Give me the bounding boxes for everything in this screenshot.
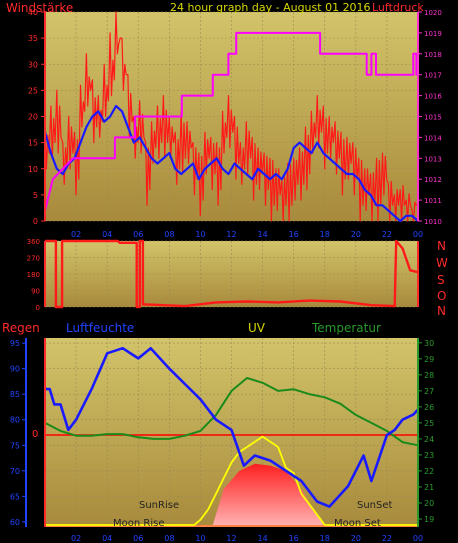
climate-x-tick: 18	[320, 534, 330, 543]
climate-x-tick: 10	[195, 534, 205, 543]
compass-n-bottom: N	[437, 304, 446, 318]
wind-x-tick: 08	[164, 230, 174, 239]
humidity-y-tick: 85	[10, 390, 20, 399]
temperature-label: Temperatur	[312, 321, 381, 335]
rain-zero-label: 0	[32, 429, 39, 440]
pressure-y-tick: 1013	[424, 155, 442, 163]
humidity-line	[45, 346, 419, 508]
moonrise-label: Moon Rise	[113, 518, 165, 529]
wind-y-tick: 40	[28, 8, 38, 17]
temperature-y-tick: 26	[424, 403, 434, 412]
moonset-label: Moon Set	[334, 518, 381, 529]
compass-s: S	[437, 273, 445, 287]
pressure-y-tick: 1017	[424, 72, 442, 80]
wind-average-line	[43, 104, 419, 223]
pressure-y-tick: 1016	[424, 93, 442, 101]
direction-y-tick: 360	[27, 238, 40, 246]
wind-y-tick: 0	[33, 217, 38, 226]
direction-y-tick: 0	[36, 304, 40, 312]
wind-x-tick: 00	[413, 230, 423, 239]
uv-line	[45, 435, 418, 526]
temperature-y-tick: 27	[424, 387, 434, 396]
wind-y-tick: 10	[28, 165, 38, 174]
temperature-y-tick: 23	[424, 451, 434, 460]
wind-x-tick: 20	[351, 230, 361, 239]
pressure-y-tick: 1019	[424, 30, 442, 38]
compass-w: W	[436, 256, 448, 270]
sunset-label: SunSet	[357, 500, 393, 511]
temperature-y-tick: 21	[424, 483, 434, 492]
direction-y-tick: 270	[27, 255, 40, 263]
humidity-y-tick: 60	[10, 518, 20, 527]
wind-y-tick: 25	[28, 86, 38, 95]
wind-x-tick: 02	[71, 230, 81, 239]
wind-x-tick: 04	[102, 230, 112, 239]
temperature-y-tick: 29	[424, 355, 434, 364]
humidity-y-tick: 80	[10, 416, 20, 425]
humidity-y-tick: 65	[10, 492, 20, 501]
temperature-y-tick: 20	[424, 499, 434, 508]
wind-y-tick: 5	[33, 191, 38, 200]
humidity-label: Luftfeuchte	[66, 321, 135, 335]
temperature-y-tick: 28	[424, 371, 434, 380]
compass-n-top: N	[437, 239, 446, 253]
wind-x-tick: 22	[382, 230, 392, 239]
wind-y-tick: 30	[28, 60, 38, 69]
rain-label: Regen	[2, 321, 40, 335]
climate-x-tick: 22	[382, 534, 392, 543]
climate-x-tick: 12	[226, 534, 236, 543]
humidity-y-tick: 95	[10, 339, 20, 348]
wind-x-tick: 18	[320, 230, 330, 239]
wind-strength-label: Windstärke	[6, 1, 74, 15]
climate-x-tick: 08	[164, 534, 174, 543]
temperature-line	[44, 377, 419, 447]
page-title: 24 hour graph day - August 01 2016	[170, 1, 371, 14]
climate-x-tick: 02	[71, 534, 81, 543]
pressure-y-tick: 1015	[424, 114, 442, 122]
sun-area	[212, 463, 325, 525]
pressure-y-tick: 1011	[424, 197, 442, 205]
pressure-line	[44, 31, 418, 211]
temperature-y-tick: 25	[424, 419, 434, 428]
wind-x-tick: 14	[257, 230, 267, 239]
climate-x-tick: 20	[351, 534, 361, 543]
wind-x-tick: 16	[289, 230, 299, 239]
climate-x-tick: 00	[413, 534, 423, 543]
direction-y-tick: 180	[27, 271, 40, 279]
humidity-y-tick: 75	[10, 441, 20, 450]
wind-x-tick: 12	[226, 230, 236, 239]
uv-label: UV	[248, 321, 265, 335]
climate-x-tick: 06	[133, 534, 143, 543]
climate-x-tick: 04	[102, 534, 112, 543]
pressure-y-tick: 1018	[424, 51, 442, 59]
climate-x-tick: 14	[257, 534, 267, 543]
wind-y-tick: 20	[28, 113, 38, 122]
pressure-y-tick: 1014	[424, 134, 442, 142]
temperature-y-tick: 30	[424, 339, 434, 348]
humidity-y-tick: 90	[10, 365, 20, 374]
direction-y-tick: 90	[31, 288, 40, 296]
wind-x-tick: 06	[133, 230, 143, 239]
humidity-y-tick: 70	[10, 467, 20, 476]
sunrise-label: SunRise	[139, 500, 180, 511]
pressure-y-tick: 1020	[424, 9, 442, 17]
wind-gust-line	[44, 11, 418, 222]
pressure-label: Luftdruck	[372, 1, 424, 14]
temperature-y-tick: 24	[424, 435, 434, 444]
wind-direction-line	[45, 239, 419, 309]
wind-x-tick: 10	[195, 230, 205, 239]
temperature-y-tick: 22	[424, 467, 434, 476]
wind-y-tick: 15	[28, 139, 38, 148]
pressure-y-tick: 1010	[424, 218, 442, 226]
climate-x-tick: 16	[289, 534, 299, 543]
compass-o: O	[437, 289, 447, 303]
pressure-y-tick: 1012	[424, 176, 442, 184]
wind-y-tick: 35	[28, 34, 38, 43]
temperature-y-tick: 19	[424, 515, 434, 524]
